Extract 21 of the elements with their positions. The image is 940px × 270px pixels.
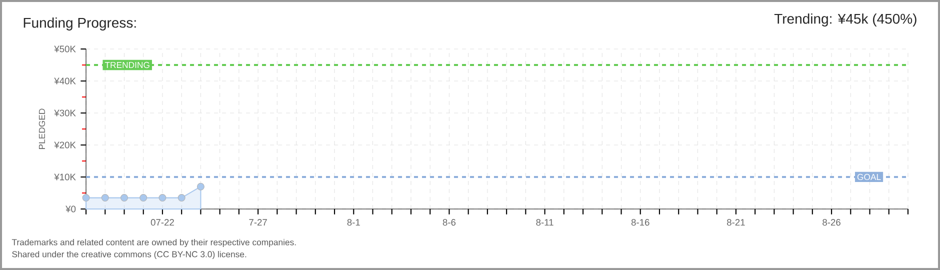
y-axis-title: PLEDGED <box>38 108 46 149</box>
x-tick-label: 07-22 <box>150 219 174 226</box>
x-tick-label: 8-21 <box>727 219 745 226</box>
x-tick-label: 7-27 <box>249 219 267 226</box>
x-tick-label: 8-16 <box>631 219 650 226</box>
y-tick-label: ¥20K <box>54 142 76 148</box>
ref-line-label: GOAL <box>857 174 881 180</box>
y-tick-label: ¥40K <box>54 78 76 84</box>
x-tick-label: 8-6 <box>442 219 456 226</box>
y-tick-label: ¥50K <box>54 46 76 52</box>
text: Shared under the creative commons (CC BY-NC 3.0) license. <box>12 250 246 260</box>
y-tick-label: ¥0 <box>66 206 76 212</box>
x-tick-label: 8-11 <box>536 219 554 226</box>
y-tick-label: ¥10K <box>54 174 76 180</box>
x-tick-label: 8-1 <box>347 219 360 226</box>
y-tick-label: ¥30K <box>54 110 76 116</box>
text: Trademarks and related content are owned by their respective companies. <box>12 238 296 248</box>
x-tick-label: 8-26 <box>822 219 840 226</box>
chart-title: Funding Progress: <box>24 17 136 31</box>
ref-line-label: TRENDING <box>104 62 150 68</box>
chart-subtitle: Trending: ¥45k (450%) <box>774 13 916 27</box>
